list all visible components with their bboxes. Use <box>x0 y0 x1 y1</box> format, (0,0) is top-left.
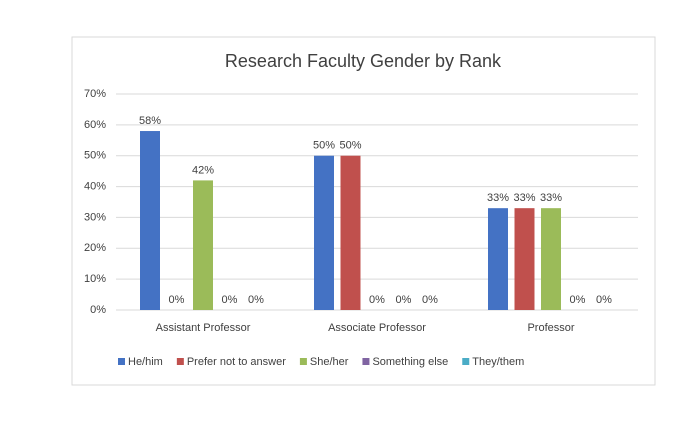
y-tick-label: 70% <box>84 88 106 100</box>
y-tick-label: 40% <box>84 180 106 192</box>
bar <box>541 208 561 310</box>
legend-swatch <box>118 358 125 365</box>
legend-swatch <box>299 358 307 365</box>
value-label: 50% <box>313 140 335 152</box>
legend-label: Something else <box>372 356 448 368</box>
value-label: 0% <box>369 294 385 306</box>
value-label: 0% <box>596 294 612 306</box>
legend-swatch <box>362 358 370 365</box>
y-tick-label: 30% <box>84 211 106 223</box>
chart-title: Research Faculty Gender by Rank <box>225 51 502 71</box>
bar <box>488 208 508 310</box>
legend-label: She/her <box>310 356 349 368</box>
value-label: 0% <box>248 294 264 306</box>
y-tick-label: 0% <box>90 304 106 316</box>
x-tick-label: Assistant Professor <box>156 322 251 334</box>
legend-swatch <box>176 358 184 365</box>
value-label: 33% <box>487 192 509 204</box>
bar <box>514 208 535 310</box>
value-label: 33% <box>540 192 562 204</box>
bar <box>340 155 361 310</box>
x-tick-label: Associate Professor <box>328 322 426 334</box>
value-label: 0% <box>570 294 586 306</box>
bar <box>193 180 213 310</box>
bar <box>140 131 160 310</box>
legend-swatch <box>462 358 470 365</box>
bar <box>314 155 334 310</box>
value-label: 0% <box>396 294 412 306</box>
value-label: 0% <box>169 294 185 306</box>
value-label: 50% <box>339 140 361 152</box>
y-tick-label: 20% <box>84 242 106 254</box>
value-label: 42% <box>192 164 214 176</box>
y-tick-label: 10% <box>84 273 106 285</box>
value-label: 0% <box>422 294 438 306</box>
value-label: 0% <box>222 294 238 306</box>
legend-label: They/them <box>472 356 524 368</box>
legend-label: Prefer not to answer <box>187 356 286 368</box>
value-label: 33% <box>513 192 535 204</box>
value-label: 58% <box>139 115 161 127</box>
y-tick-label: 50% <box>84 150 106 162</box>
x-tick-label: Professor <box>527 322 574 334</box>
legend-label: He/him <box>128 356 163 368</box>
y-tick-label: 60% <box>84 119 106 131</box>
